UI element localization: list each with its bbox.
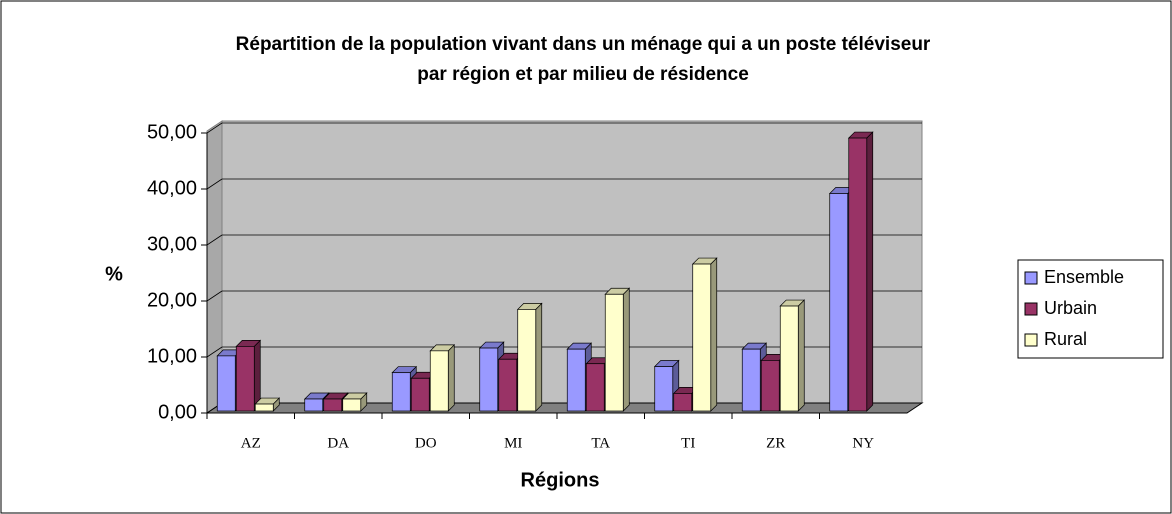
bar-side (447, 343, 455, 412)
legend-swatch (1024, 271, 1038, 285)
bar (760, 360, 780, 412)
y-tick-label: 0,00 (158, 401, 197, 423)
bar (829, 193, 849, 412)
y-tick-label: 20,00 (147, 289, 197, 311)
bar (498, 358, 518, 412)
legend-swatch (1024, 302, 1038, 316)
bar (323, 398, 343, 412)
x-tick-label: DO (415, 435, 437, 451)
y-tick-label: 50,00 (147, 121, 197, 143)
bar (848, 137, 868, 412)
bar (692, 263, 712, 412)
x-tick-label: TI (681, 435, 695, 451)
legend-swatch (1024, 333, 1038, 347)
bar (410, 377, 430, 412)
x-tick-label: AZ (241, 435, 261, 451)
x-tick-label: DA (327, 435, 349, 451)
bar (235, 346, 255, 412)
bar (479, 347, 499, 412)
bar-side (622, 287, 630, 412)
x-tick-label: NY (852, 435, 874, 451)
grid-line (206, 178, 223, 190)
bar (741, 348, 761, 412)
grid-line (206, 122, 223, 134)
bar (779, 305, 799, 412)
bar (429, 350, 449, 412)
bar (391, 372, 411, 412)
bar-side (535, 302, 543, 412)
bar (566, 348, 586, 412)
legend-label: Rural (1044, 329, 1087, 349)
y-axis-label: % (105, 263, 123, 285)
x-axis-label: Régions (521, 469, 600, 491)
y-tick-label: 10,00 (147, 345, 197, 367)
bar-side (866, 131, 874, 412)
grid-line (206, 290, 223, 302)
y-tick-label: 30,00 (147, 233, 197, 255)
x-tick-label: TA (591, 435, 610, 451)
grid-line (206, 346, 223, 358)
bar (342, 398, 362, 412)
x-tick-label: MI (504, 435, 522, 451)
bar (585, 363, 605, 412)
bar (304, 398, 324, 412)
bar (216, 355, 236, 412)
bar (604, 293, 624, 412)
legend-label: Ensemble (1044, 267, 1124, 287)
bar (654, 366, 674, 412)
bar (517, 309, 537, 412)
chart-title: Répartition de la population vivant dans… (236, 34, 931, 55)
x-tick-label: ZR (766, 435, 785, 451)
legend-label: Urbain (1044, 298, 1097, 318)
grid-line (206, 234, 223, 246)
bar (673, 393, 693, 412)
bar-side (710, 257, 718, 412)
bar (254, 403, 274, 412)
chart-title: par région et par milieu de résidence (417, 64, 749, 85)
legend-box (1017, 259, 1164, 359)
bar-side (797, 299, 805, 412)
y-tick-label: 40,00 (147, 177, 197, 199)
